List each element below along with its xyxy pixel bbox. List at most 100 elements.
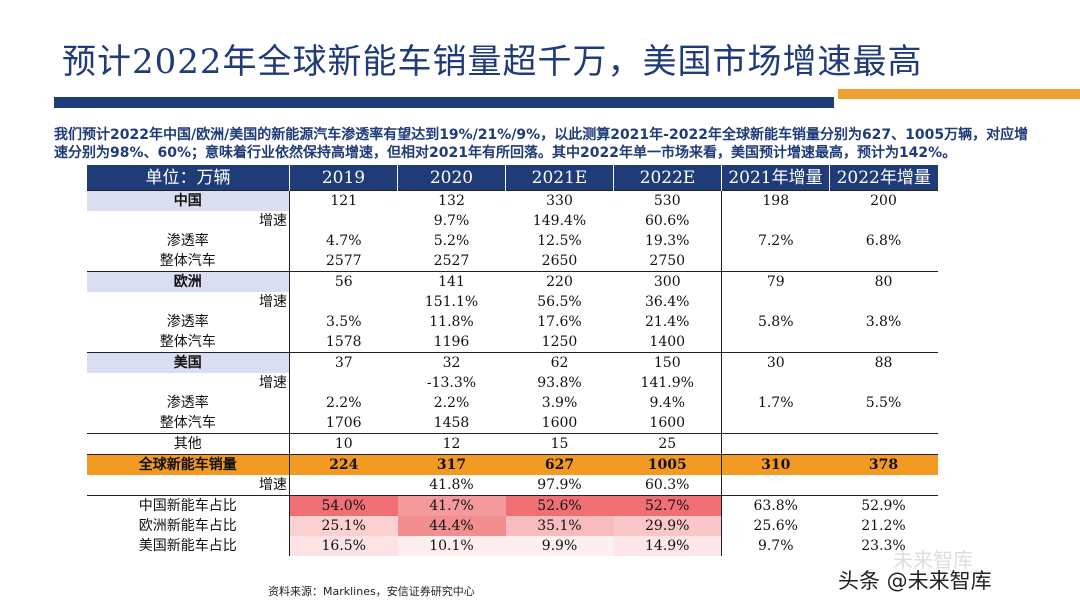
row-label: 整体汽车	[159, 253, 216, 269]
row-label: 增速	[259, 477, 287, 493]
table-cell: 198	[721, 190, 830, 211]
table-cell: 36.4%	[645, 294, 690, 310]
table-cell: 52.9%	[829, 495, 938, 516]
watermark-lower: 头条 @未来智库	[838, 569, 992, 593]
table-cell: 151.1%	[424, 294, 479, 310]
table-row: 美国 37 32 62 150 30 88	[86, 352, 938, 373]
table-cell	[830, 373, 938, 393]
table-cell: 300	[613, 271, 722, 292]
table-cell	[830, 292, 938, 312]
table-row: 整体汽车 1578 1196 1250 1400	[87, 332, 938, 353]
page-title: 预计2022年全球新能车销量超千万，美国市场增速最高	[62, 42, 923, 82]
table-cell: 52.6%	[505, 495, 614, 516]
table-cell: 1578	[289, 332, 398, 353]
table-cell: 79	[721, 271, 830, 292]
row-label: 美国新能车占比	[138, 538, 237, 554]
table-cell: 10.1%	[397, 536, 506, 556]
table-cell: 16.5%	[289, 536, 398, 556]
table-cell: 4.7%	[289, 231, 398, 251]
table-cell: 224	[289, 454, 398, 475]
row-label: 渗透率	[166, 233, 209, 249]
header-2019: 2019	[289, 165, 398, 191]
table-cell: 5.2%	[433, 233, 470, 249]
table-row: 增速 9.7% 149.4% 60.6%	[87, 211, 938, 231]
table-row: 中国 121 132 330 530 198 200	[86, 190, 938, 211]
table-row: 欧洲新能车占比 25.1% 44.4% 35.1% 29.9% 25.6% 21.2%	[87, 516, 938, 536]
table-cell: 378	[829, 454, 938, 475]
table-cell	[830, 475, 938, 496]
table-row: 渗透率 4.7% 5.2% 12.5% 19.3% 7.2% 6.8%	[87, 231, 938, 251]
table-header-row: 单位：万辆 2019 2020 2021E 2022E 2021年增量 2022…	[86, 165, 938, 191]
header-2021e: 2021E	[505, 165, 614, 191]
table-cell: 220	[505, 271, 614, 292]
table-cell: 80	[829, 271, 938, 292]
table-cell: 25.1%	[289, 516, 398, 536]
row-label: 其他	[86, 433, 290, 455]
table-cell: 35.1%	[505, 516, 614, 536]
table-cell: 19.3%	[645, 233, 690, 249]
table-cell: 15	[505, 433, 614, 455]
table-cell: 330	[505, 190, 614, 211]
table-cell	[721, 475, 830, 496]
table-cell: 2.2%	[289, 393, 398, 413]
table-cell: 1196	[433, 334, 470, 350]
table-cell: 54.0%	[289, 495, 398, 516]
row-label: 增速	[259, 213, 287, 229]
table-cell	[830, 332, 938, 353]
table-cell: 7.2%	[721, 231, 830, 251]
table-cell: 21.4%	[645, 314, 690, 330]
table-cell: 41.8%	[429, 477, 474, 493]
table-cell: 11.8%	[429, 314, 474, 330]
table-cell: 9.7%	[721, 536, 830, 556]
header-unit: 单位：万辆	[86, 165, 290, 191]
table-row: 其他 10 12 15 25	[86, 433, 938, 455]
table-cell: 30	[721, 352, 830, 373]
row-label: 整体汽车	[159, 334, 216, 350]
row-label: 全球新能车销量	[86, 454, 290, 475]
table-cell: 60.3%	[645, 477, 690, 493]
table-cell	[830, 211, 938, 231]
table-cell: 141.9%	[640, 375, 694, 391]
row-label: 美国	[86, 352, 290, 373]
table-cell: 21.2%	[861, 518, 906, 534]
table-cell: 12.5%	[537, 233, 582, 249]
table-cell	[721, 413, 830, 434]
table-cell: 1250	[541, 334, 578, 350]
table-cell: 6.8%	[865, 233, 902, 249]
table-cell: -13.3%	[426, 375, 477, 391]
table-row: 中国新能车占比 54.0% 41.7% 52.6% 52.7% 63.8% 52.9%	[86, 495, 938, 516]
table-cell: 41.7%	[397, 495, 506, 516]
table-cell: 1458	[433, 415, 470, 431]
table-cell: 1400	[649, 334, 686, 350]
header-2022e: 2022E	[613, 165, 722, 191]
row-label: 渗透率	[166, 314, 209, 330]
sales-table: 单位：万辆 2019 2020 2021E 2022E 2021年增量 2022…	[86, 165, 938, 556]
table-row: 渗透率 3.5% 11.8% 17.6% 21.4% 5.8% 3.8%	[87, 312, 938, 332]
table-cell: 132	[397, 190, 506, 211]
table-row: 增速 -13.3% 93.8% 141.9%	[87, 373, 938, 393]
table-cell: 2527	[433, 253, 470, 269]
table-cell: 32	[397, 352, 506, 373]
table-cell	[289, 373, 398, 393]
table-cell: 9.4%	[649, 395, 686, 411]
accent-bar-orange	[838, 89, 1080, 99]
table-cell: 1600	[541, 415, 578, 431]
table-cell	[289, 292, 398, 312]
table-cell	[721, 332, 830, 353]
table-cell: 150	[613, 352, 722, 373]
table-row: 整体汽车 2577 2527 2650 2750	[87, 251, 938, 272]
table-cell: 97.9%	[537, 477, 582, 493]
table-cell: 310	[721, 454, 830, 475]
accent-bar-blue	[54, 97, 834, 108]
table-cell: 62	[505, 352, 614, 373]
source-note: 资料来源：Marklines，安信证券研究中心	[268, 585, 475, 598]
table-cell: 200	[829, 190, 938, 211]
table-cell: 56	[289, 271, 398, 292]
table-cell: 149.4%	[532, 213, 587, 229]
table-cell: 2.2%	[433, 395, 470, 411]
table-cell: 1600	[649, 415, 686, 431]
table-cell	[289, 211, 398, 231]
table-cell: 25.6%	[721, 516, 830, 536]
table-cell: 93.8%	[537, 375, 582, 391]
watermark-upper: 未来智库	[893, 548, 973, 572]
